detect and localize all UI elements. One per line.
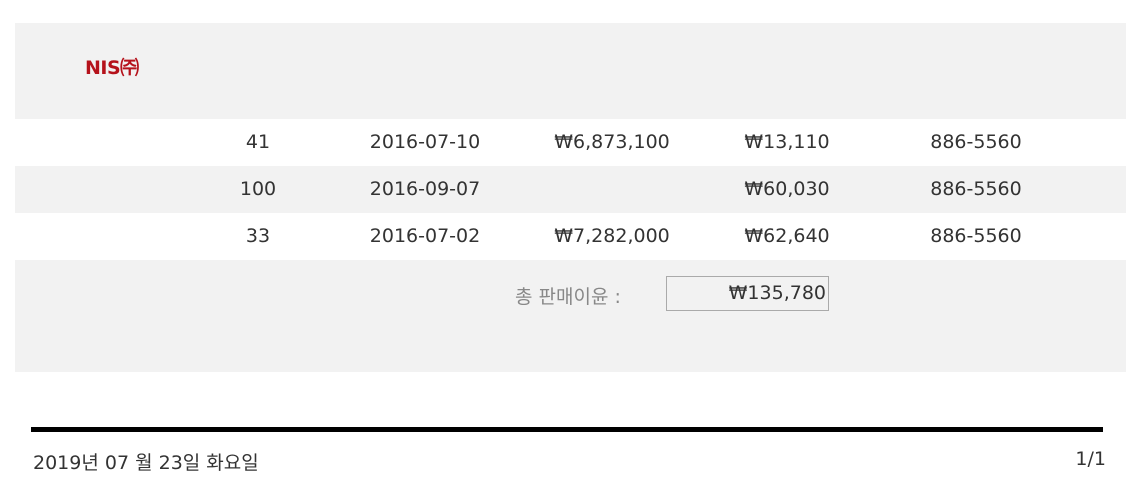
footer-divider xyxy=(31,427,1103,432)
cell-quantity: 41 xyxy=(245,131,271,153)
summary-section: 총 판매이윤 : ₩135,780 xyxy=(15,260,1126,372)
cell-quantity: 100 xyxy=(239,178,277,200)
cell-sales-amount: ₩6,873,100 xyxy=(554,131,670,153)
cell-date: 2016-07-02 xyxy=(369,225,481,247)
cell-quantity: 33 xyxy=(245,225,271,247)
footer-date: 2019년 07 월 23일 화요일 xyxy=(33,452,259,474)
total-profit-label: 총 판매이윤 : xyxy=(515,286,621,308)
cell-date: 2016-09-07 xyxy=(369,178,481,200)
cell-profit: ₩62,640 xyxy=(744,225,830,247)
cell-phone: 886-5560 xyxy=(930,178,1022,200)
cell-date: 2016-07-10 xyxy=(369,131,481,153)
cell-sales-amount: ₩7,282,000 xyxy=(554,225,670,247)
table-row: 100 2016-09-07 ₩60,030 886-5560 xyxy=(15,166,1126,213)
total-profit-value: ₩135,780 xyxy=(666,276,829,311)
cell-profit: ₩60,030 xyxy=(744,178,830,200)
cell-profit: ₩13,110 xyxy=(744,131,830,153)
page-number: 1/1 xyxy=(1075,448,1106,470)
report-header: NIS㈜ xyxy=(15,23,1126,119)
table-row: 33 2016-07-02 ₩7,282,000 ₩62,640 886-5560 xyxy=(15,213,1126,260)
cell-phone: 886-5560 xyxy=(930,131,1022,153)
cell-phone: 886-5560 xyxy=(930,225,1022,247)
company-logo: NIS㈜ xyxy=(85,57,139,79)
table-row: 41 2016-07-10 ₩6,873,100 ₩13,110 886-5560 xyxy=(15,119,1126,166)
